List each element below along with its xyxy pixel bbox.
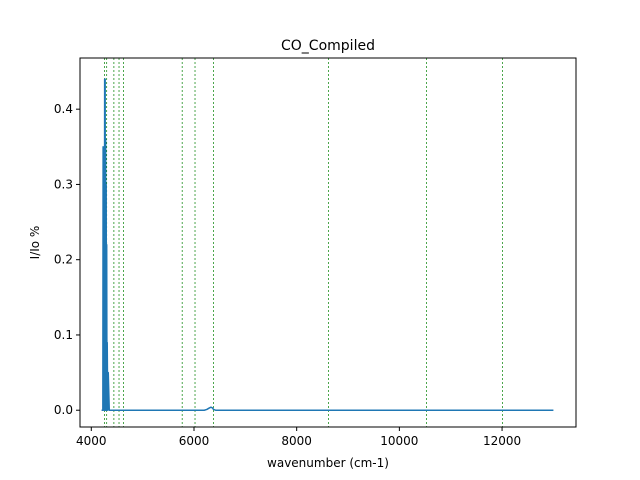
y-tick-label-1: 0.1	[54, 328, 73, 342]
data-series	[101, 78, 554, 411]
y-tick-label-3: 0.3	[54, 177, 73, 191]
y-tick-label-0: 0.0	[54, 403, 73, 417]
y-axis-label: I/Io %	[28, 226, 42, 260]
x-tick-label-3: 10000	[380, 434, 418, 448]
y-tick-label-2: 0.2	[54, 253, 73, 267]
x-axis-ticks: 4000 6000 8000 10000 12000	[76, 427, 521, 448]
y-axis-ticks: 0.0 0.1 0.2 0.3 0.4	[54, 102, 80, 417]
chart-title: CO_Compiled	[281, 38, 375, 54]
x-tick-label-2: 8000	[281, 434, 312, 448]
plot-area-frame	[79, 57, 577, 428]
x-tick-label-1: 6000	[179, 434, 210, 448]
series-line-0	[101, 78, 554, 411]
x-axis-label: wavenumber (cm-1)	[267, 456, 389, 470]
y-tick-label-4: 0.4	[54, 102, 73, 116]
x-tick-label-4: 12000	[483, 434, 521, 448]
x-tick-label-0: 4000	[76, 434, 107, 448]
